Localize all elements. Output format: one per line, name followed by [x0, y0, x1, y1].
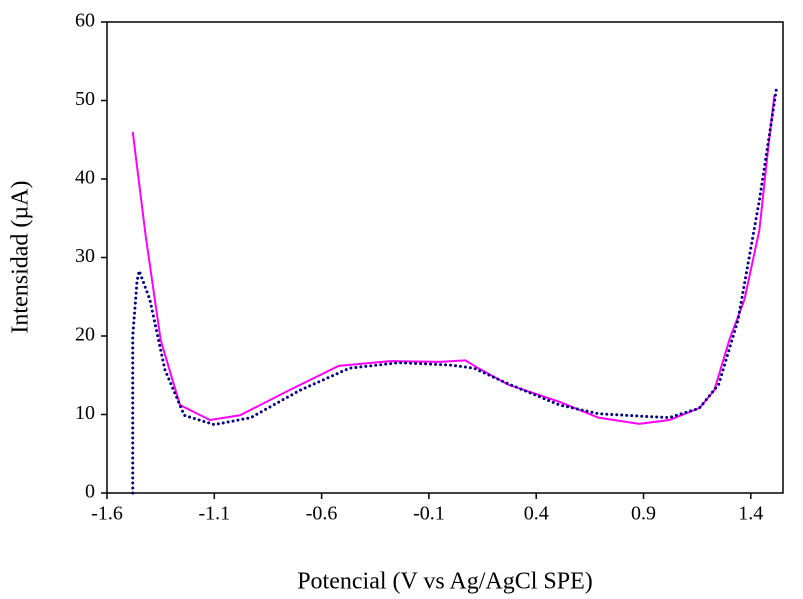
- x-tick-label: 0.9: [631, 503, 656, 525]
- y-tick-label: 0: [85, 481, 95, 503]
- series-line: [131, 94, 776, 425]
- y-tick-label: 60: [75, 10, 95, 32]
- y-tick-label: 10: [75, 402, 95, 424]
- x-tick-label: -1.6: [91, 503, 123, 525]
- x-tick-label: 1.4: [738, 503, 763, 525]
- x-tick-label: -0.1: [413, 503, 445, 525]
- x-tick-label: 0.4: [524, 503, 549, 525]
- x-axis-title: Potencial (V vs Ag/AgCl SPE): [297, 569, 593, 595]
- y-tick-label: 50: [75, 88, 95, 110]
- series-line: [131, 86, 779, 495]
- x-tick-label: -0.6: [306, 503, 338, 525]
- y-tick-label: 40: [75, 167, 95, 189]
- y-tick-label: 30: [75, 245, 95, 267]
- y-tick-label: 20: [75, 324, 95, 346]
- x-tick-label: -1.1: [198, 503, 230, 525]
- y-axis-title: Intensidad (µA): [8, 180, 34, 333]
